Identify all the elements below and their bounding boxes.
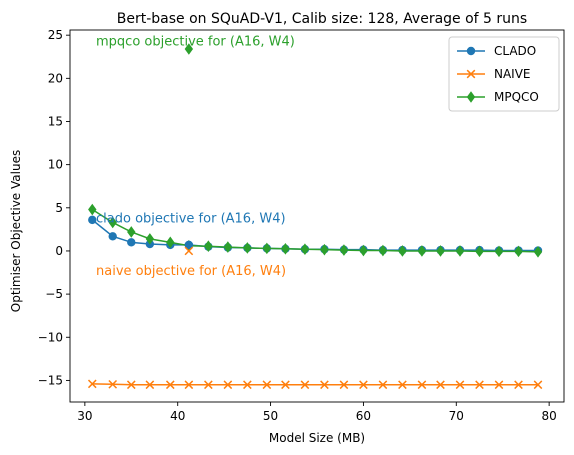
annotation-2: naive objective for (A16, W4) [96, 264, 286, 279]
data-point-mpqco [127, 226, 136, 238]
data-point-mpqco [320, 243, 329, 256]
axes: 30 40 50 60 70 80 −15 −10 −5 0 5 10 15 20 25 [38, 28, 565, 423]
legend-label-mpqco: MPQCO [494, 90, 539, 104]
x-tick-label: 30 [77, 409, 92, 423]
legend-label-naive: NAIVE [494, 67, 531, 81]
data-point-naive [223, 380, 233, 390]
data-point-mpqco [339, 244, 349, 256]
y-axis-label: Optimiser Objective Values [9, 150, 23, 312]
data-point-clado [108, 232, 117, 241]
highlight-point-mpqco [184, 43, 194, 55]
data-point-naive [108, 379, 118, 389]
data-point-naive [417, 380, 427, 390]
data-point-naive [243, 380, 252, 390]
legend-marker-naive [466, 69, 476, 79]
data-point-naive [320, 380, 329, 390]
annotation-0: mpqco objective for (A16, W4) [96, 34, 295, 49]
data-point-mpqco [533, 246, 543, 258]
data-point-naive [145, 380, 155, 390]
data-point-mpqco [166, 236, 175, 249]
data-point-naive [494, 380, 504, 390]
data-point-mpqco [398, 245, 407, 257]
annotations: mpqco objective for (A16, W4) clado objec… [96, 34, 295, 279]
x-tick-label: 40 [170, 409, 185, 423]
x-tick-label: 70 [449, 409, 464, 423]
data-point-naive [378, 380, 388, 390]
series-line-naive [92, 383, 538, 386]
plot-frame [69, 29, 565, 403]
data-point-clado [88, 215, 97, 225]
y-tick-label: 10 [48, 158, 63, 172]
data-point-mpqco [359, 244, 368, 257]
data-point-naive [281, 380, 290, 390]
data-point-naive [398, 380, 407, 390]
y-tick-label: 25 [48, 28, 63, 42]
data-point-mpqco [417, 245, 427, 257]
data-point-mpqco [455, 245, 465, 257]
data-point-naive [455, 380, 465, 390]
data-point-mpqco [281, 242, 290, 255]
data-point-naive [126, 380, 136, 390]
chart-marks [87, 43, 543, 390]
data-point-naive [359, 380, 368, 390]
y-tick-label: −15 [38, 373, 63, 387]
data-point-naive [204, 380, 213, 390]
data-point-naive [300, 380, 310, 390]
y-tick-label: −5 [45, 287, 63, 301]
data-point-mpqco [300, 243, 310, 256]
data-point-mpqco [204, 240, 213, 253]
data-point-mpqco [108, 216, 117, 229]
y-tick-label: 0 [55, 244, 63, 258]
data-point-naive [165, 380, 175, 390]
data-point-naive [514, 380, 523, 390]
data-point-mpqco [223, 241, 233, 253]
y-tick-label: 20 [48, 71, 63, 85]
legend-marker-clado [466, 46, 476, 56]
data-point-naive [436, 380, 445, 390]
data-point-mpqco [436, 245, 445, 257]
data-point-mpqco [243, 242, 252, 254]
data-point-mpqco [475, 245, 484, 258]
data-point-mpqco [378, 244, 388, 257]
data-point-mpqco [514, 245, 523, 258]
legend-box [448, 36, 560, 112]
data-point-mpqco [262, 242, 272, 255]
highlight-point-clado [184, 240, 194, 250]
data-point-mpqco [88, 203, 97, 216]
legend-label-clado: CLADO [494, 44, 536, 58]
data-point-naive [339, 380, 349, 390]
data-point-naive [475, 380, 484, 390]
data-point-naive [184, 380, 194, 390]
legend-marker-mpqco [466, 91, 476, 103]
x-tick-label: 50 [263, 409, 278, 423]
y-tick-label: −10 [38, 330, 63, 344]
data-point-mpqco [145, 233, 155, 245]
data-point-mpqco [494, 245, 504, 258]
annotation-1: clado objective for (A16, W4) [96, 211, 286, 226]
data-point-naive [533, 380, 543, 390]
data-point-clado [127, 238, 136, 247]
chart-title: Bert-base on SQuAD-V1, Calib size: 128, … [117, 11, 527, 27]
x-tick-label: 80 [542, 409, 557, 423]
y-tick-label: 5 [55, 201, 63, 215]
x-axis-label: Model Size (MB) [269, 431, 365, 445]
highlight-point-naive [184, 246, 194, 256]
data-point-naive [87, 379, 97, 389]
y-tick-label: 15 [48, 114, 63, 128]
legend: CLADO NAIVE MPQCO [448, 36, 560, 112]
x-tick-label: 60 [356, 409, 371, 423]
data-point-naive [262, 380, 272, 390]
